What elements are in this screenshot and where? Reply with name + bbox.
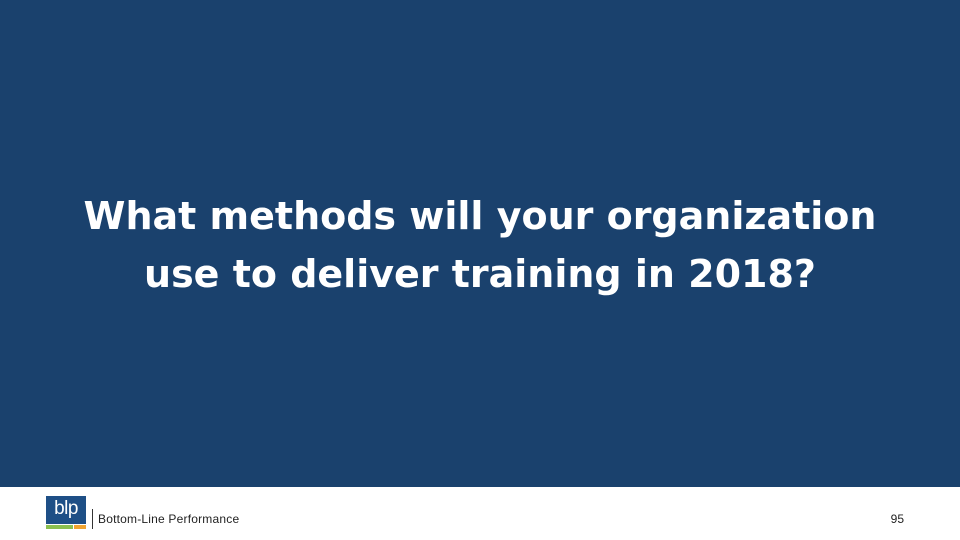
logo-text: blp (54, 498, 78, 519)
slide-title-line-2: use to deliver training in 2018? (144, 252, 816, 296)
logo-orange-bar (74, 525, 86, 529)
title-panel: What methods will your organization use … (0, 0, 960, 487)
footer-divider (92, 509, 93, 529)
company-name: Bottom-Line Performance (98, 512, 240, 526)
slide-title-line-1: What methods will your organization (83, 194, 877, 238)
logo-box (46, 496, 86, 524)
blp-logo: blp (46, 496, 86, 531)
logo-green-bar (46, 525, 73, 529)
slide-title: What methods will your organization use … (60, 187, 900, 303)
footer: blp Bottom-Line Performance 95 (0, 487, 960, 540)
page-number: 95 (890, 512, 904, 526)
